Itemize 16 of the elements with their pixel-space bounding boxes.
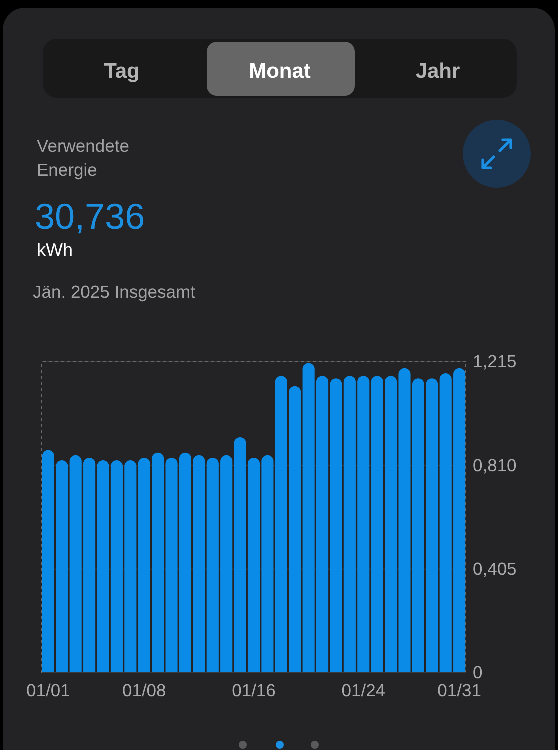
y-tick-label: 0,810 (473, 455, 518, 476)
x-tick-label: 01/16 (232, 680, 276, 700)
y-tick-label: 1,215 (473, 352, 517, 372)
x-tick-label: 01/01 (26, 680, 70, 700)
chart-title: Verwendete Energie (37, 136, 130, 180)
text: Tag (104, 60, 140, 83)
y-tick-label: 0,405 (473, 558, 517, 579)
text: kWh (37, 240, 73, 260)
y-tick-label: 0 (473, 662, 483, 683)
x-tick-label: 01/08 (122, 680, 166, 700)
text: 30,736 (35, 196, 146, 237)
x-tick-label: 01/24 (342, 680, 386, 700)
text: Jahr (416, 60, 460, 83)
text: Monat (249, 60, 311, 83)
x-tick-label: 01/31 (438, 680, 482, 700)
chart-subtitle: Jän. 2025 Insgesamt (33, 282, 196, 302)
